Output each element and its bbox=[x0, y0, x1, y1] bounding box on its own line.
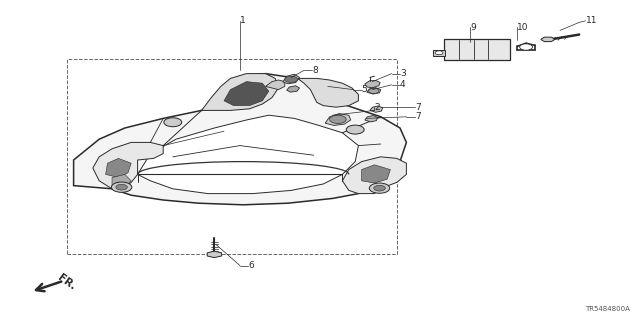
Text: 7: 7 bbox=[415, 103, 420, 112]
Polygon shape bbox=[224, 82, 269, 106]
Polygon shape bbox=[433, 50, 445, 56]
Polygon shape bbox=[362, 165, 390, 183]
Circle shape bbox=[520, 44, 532, 50]
Text: 11: 11 bbox=[586, 16, 597, 25]
Polygon shape bbox=[367, 88, 381, 94]
Circle shape bbox=[330, 115, 346, 124]
Text: 10: 10 bbox=[517, 23, 529, 32]
Polygon shape bbox=[298, 78, 358, 107]
Polygon shape bbox=[112, 174, 131, 187]
Polygon shape bbox=[266, 80, 285, 90]
Text: FR.: FR. bbox=[56, 273, 78, 292]
Polygon shape bbox=[283, 74, 300, 84]
Text: 7: 7 bbox=[415, 112, 420, 121]
Polygon shape bbox=[207, 251, 221, 258]
Polygon shape bbox=[287, 86, 300, 92]
FancyBboxPatch shape bbox=[444, 39, 510, 60]
Text: 1: 1 bbox=[240, 16, 246, 25]
Bar bbox=[67, 59, 397, 254]
Polygon shape bbox=[138, 115, 358, 194]
Polygon shape bbox=[202, 74, 278, 110]
Text: 3: 3 bbox=[400, 69, 406, 78]
Polygon shape bbox=[365, 116, 378, 122]
Text: 2: 2 bbox=[374, 103, 380, 112]
Polygon shape bbox=[370, 106, 383, 112]
Circle shape bbox=[164, 118, 182, 127]
Circle shape bbox=[285, 76, 298, 83]
Text: 4: 4 bbox=[400, 80, 406, 89]
Polygon shape bbox=[541, 37, 555, 42]
Polygon shape bbox=[342, 157, 406, 194]
Circle shape bbox=[435, 51, 443, 55]
Text: 9: 9 bbox=[470, 23, 476, 32]
Circle shape bbox=[374, 185, 385, 191]
Circle shape bbox=[111, 182, 132, 192]
Circle shape bbox=[369, 183, 390, 193]
Polygon shape bbox=[325, 114, 351, 125]
Polygon shape bbox=[106, 158, 131, 178]
Circle shape bbox=[346, 125, 364, 134]
Text: 8: 8 bbox=[312, 66, 318, 75]
Text: 5: 5 bbox=[362, 85, 367, 94]
Polygon shape bbox=[93, 142, 163, 189]
Circle shape bbox=[116, 184, 127, 190]
Polygon shape bbox=[365, 81, 380, 88]
Text: TR5484800A: TR5484800A bbox=[586, 306, 630, 312]
Text: 6: 6 bbox=[248, 261, 254, 270]
Polygon shape bbox=[74, 74, 406, 205]
